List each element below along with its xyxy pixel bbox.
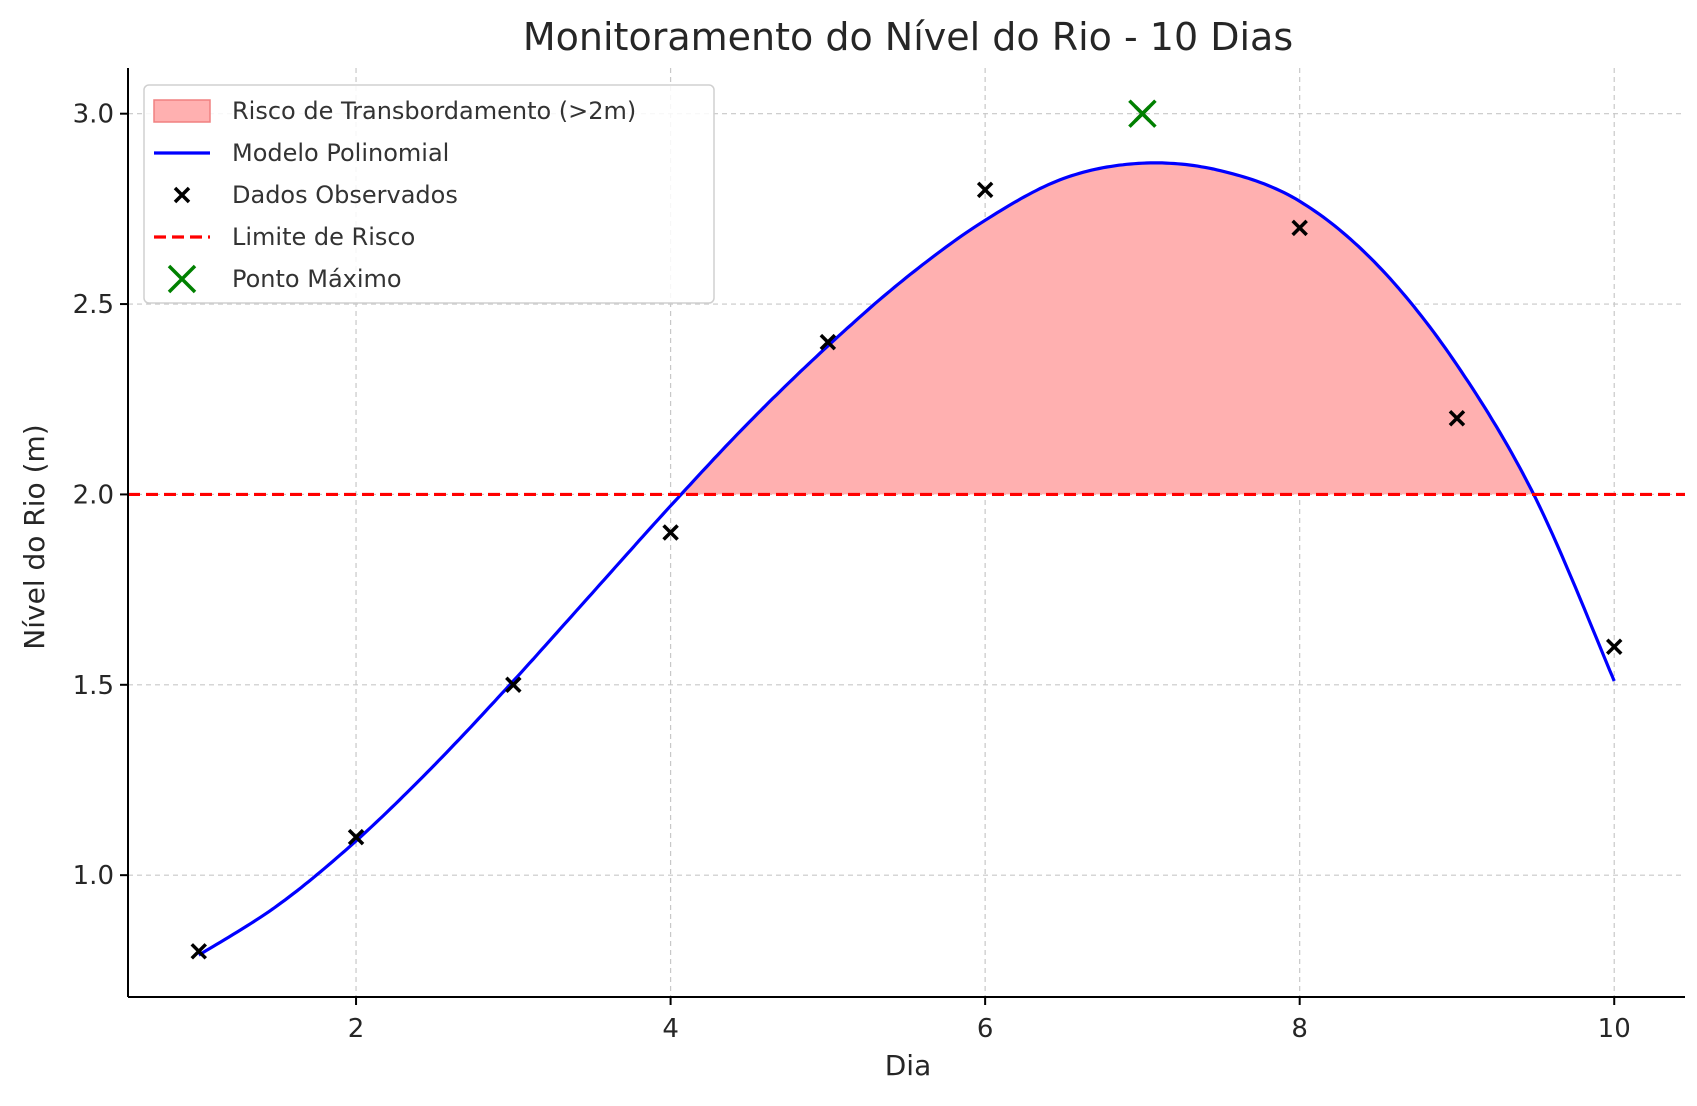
legend-label-0: Risco de Transbordamento (>2m) <box>232 97 636 125</box>
x-tick-label-1: 4 <box>662 1014 679 1044</box>
x-axis-label: Dia <box>885 1049 932 1082</box>
observed-point-mark-4 <box>819 333 837 351</box>
observed-point-3 <box>662 524 679 541</box>
observed-point-mark-5 <box>976 181 994 199</box>
observed-point-8 <box>1448 410 1466 427</box>
y-tick-label-0: 1.0 <box>73 861 114 891</box>
observed-point-mark-3 <box>662 524 679 541</box>
legend: Risco de Transbordamento (>2m) Modelo Pol… <box>143 84 715 304</box>
observed-point-1 <box>347 828 365 846</box>
observed-point-mark-8 <box>1448 410 1466 427</box>
legend-item-0: Risco de Transbordamento (>2m) <box>153 97 636 125</box>
x-tick-label-2: 6 <box>977 1014 994 1044</box>
observed-point-2 <box>505 676 522 694</box>
observed-point-mark-7 <box>1291 219 1308 237</box>
legend-label-3: Limite de Risco <box>232 223 415 251</box>
x-tick-label-4: 10 <box>1598 1014 1631 1044</box>
axes: 2 4 6 8 10 1.0 1.5 2.0 2.5 3.0 <box>73 68 1685 1044</box>
observed-point-mark-1 <box>347 828 365 846</box>
risk-fill-layer <box>681 162 1534 495</box>
legend-item-1: Modelo Polinomial <box>154 139 449 167</box>
chart-title: Monitoramento do Nível do Rio - 10 Dias <box>523 15 1293 59</box>
legend-item-3: Limite de Risco <box>154 223 415 251</box>
legend-item-2: Dados Observados <box>173 181 458 209</box>
observed-point-4 <box>819 333 837 351</box>
legend-x-marker-icon <box>173 186 191 204</box>
y-tick-label-4: 3.0 <box>73 100 114 130</box>
risk-fill-area <box>681 162 1534 495</box>
markers-layer <box>190 99 1623 960</box>
observed-point-9 <box>1605 638 1623 655</box>
x-tick-label-0: 2 <box>348 1014 365 1044</box>
observed-point-5 <box>976 181 994 199</box>
observed-point-7 <box>1291 219 1308 237</box>
legend-patch-icon <box>153 99 211 123</box>
observed-point-mark-2 <box>505 676 522 694</box>
legend-label-1: Modelo Polinomial <box>232 139 449 167</box>
legend-item-4: Ponto Máximo <box>167 264 402 294</box>
max-point-marker <box>1128 99 1157 128</box>
x-tick-label-3: 8 <box>1291 1014 1308 1044</box>
legend-box <box>143 84 715 304</box>
y-tick-label-2: 2.0 <box>73 480 114 510</box>
y-tick-label-1: 1.5 <box>73 671 114 701</box>
observed-point-0 <box>190 943 208 960</box>
legend-label-4: Ponto Máximo <box>232 265 402 293</box>
y-axis-label: Nível do Rio (m) <box>18 424 51 649</box>
legend-x-marker-icon <box>167 264 197 294</box>
observed-point-mark-9 <box>1605 638 1623 655</box>
legend-label-2: Dados Observados <box>232 181 458 209</box>
observed-point-mark-0 <box>190 943 208 960</box>
lines-layer <box>128 161 1685 957</box>
model-polynomial-line <box>197 161 1616 957</box>
y-tick-label-3: 2.5 <box>73 290 114 320</box>
